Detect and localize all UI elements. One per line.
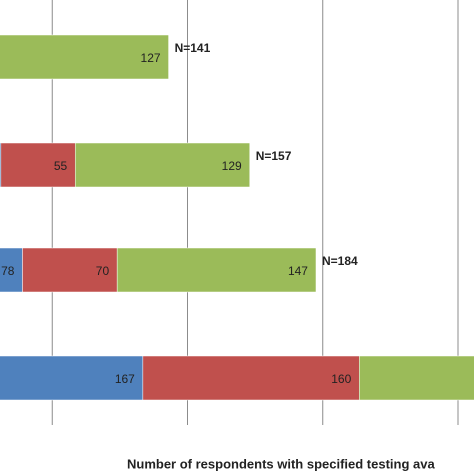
bar-segment xyxy=(0,355,144,401)
value-label: 78 xyxy=(1,264,15,278)
value-label: 160 xyxy=(331,372,351,386)
bar-segment xyxy=(142,355,360,401)
n-label: N=184 xyxy=(322,254,358,268)
bar-segment xyxy=(0,34,169,80)
value-label: 55 xyxy=(54,159,68,173)
x-axis-title: Number of respondents with specified tes… xyxy=(127,456,435,471)
n-label: N=141 xyxy=(175,41,211,55)
bar-segment xyxy=(74,142,250,188)
value-label: 129 xyxy=(222,159,242,173)
bar-segment xyxy=(359,355,474,401)
bar-segment xyxy=(116,247,317,293)
n-label: N=157 xyxy=(256,149,292,163)
value-label: 70 xyxy=(96,264,110,278)
value-label: 167 xyxy=(115,372,135,386)
value-label: 127 xyxy=(141,51,161,65)
value-label: 147 xyxy=(288,264,308,278)
bar-segment xyxy=(0,142,76,188)
